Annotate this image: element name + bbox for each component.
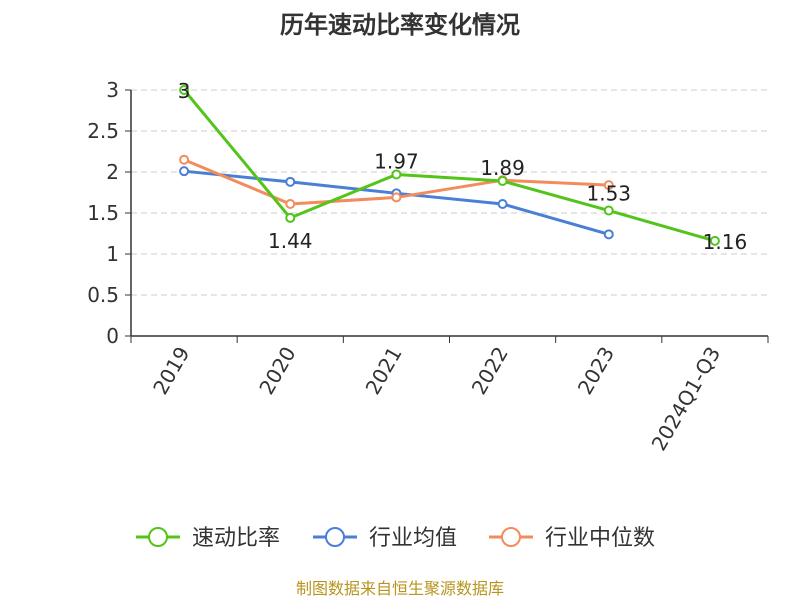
- x-tick-label: 2022: [467, 343, 513, 399]
- legend-label: 速动比率: [192, 526, 280, 551]
- series-line-0: [182, 89, 716, 243]
- source-note: 制图数据来自恒生聚源数据库: [296, 579, 504, 598]
- legend: 速动比率 行业均值 行业中位数: [136, 526, 655, 551]
- data-label: 1.16: [703, 230, 748, 254]
- data-point: [497, 198, 508, 209]
- legend-marker: [148, 527, 168, 547]
- x-tick-label: 2023: [573, 343, 619, 399]
- y-tick-label: 2: [106, 160, 119, 184]
- data-point: [391, 169, 402, 180]
- legend-marker: [325, 527, 345, 547]
- axes: 0 0.5 1 1.5 2 2.5 3 2019 2020 2021 2022 2023 2024Q1-…: [87, 78, 769, 455]
- y-tick-label: 3: [106, 78, 119, 102]
- data-label: 1.44: [268, 229, 313, 253]
- data-label: 1.97: [374, 149, 419, 173]
- data-point: [179, 166, 190, 177]
- data-label: 1.89: [480, 156, 525, 180]
- series-group: [179, 85, 720, 246]
- data-point: [603, 229, 614, 240]
- data-label: 1.53: [586, 182, 631, 206]
- data-point: [603, 180, 614, 191]
- chart-title: 历年速动比率变化情况: [280, 11, 520, 39]
- y-tick-label: 0: [106, 324, 119, 348]
- y-tick-label: 1.5: [87, 201, 119, 225]
- data-point: [285, 176, 296, 187]
- data-point: [391, 192, 402, 203]
- data-point: [603, 205, 614, 216]
- data-point: [709, 235, 720, 246]
- x-tick-label: 2020: [254, 343, 300, 399]
- legend-label: 行业均值: [369, 526, 457, 551]
- x-tick-label: 2019: [148, 343, 194, 399]
- x-tick-label: 2024Q1-Q3: [647, 343, 726, 455]
- series-line-1: [183, 169, 610, 236]
- grid-lines: [131, 89, 768, 296]
- data-point: [285, 212, 296, 223]
- data-labels: 3 1.44 1.97 1.89 1.53 1.16: [178, 79, 747, 254]
- y-tick-label: 1: [106, 242, 119, 266]
- legend-marker: [501, 527, 521, 547]
- x-tick-label: 2021: [361, 343, 407, 399]
- data-point: [179, 154, 190, 165]
- data-label: 3: [178, 79, 191, 103]
- legend-label: 行业中位数: [545, 526, 655, 551]
- data-point: [497, 176, 508, 187]
- data-point: [285, 198, 296, 209]
- y-tick-label: 2.5: [87, 119, 119, 143]
- y-tick-label: 0.5: [87, 283, 119, 307]
- data-point: [179, 85, 190, 95]
